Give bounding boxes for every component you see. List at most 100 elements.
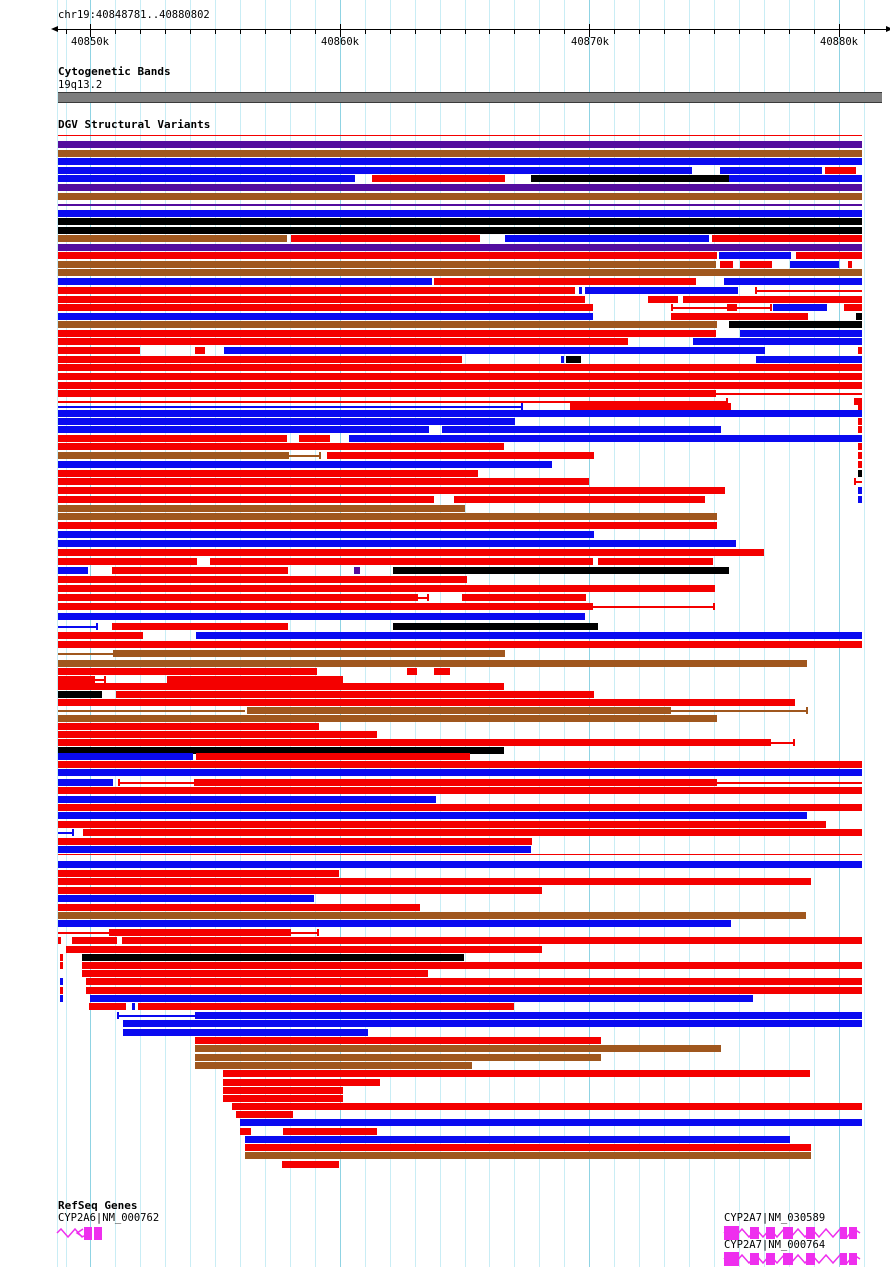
variant-range-cap[interactable] (317, 929, 320, 936)
variant-bar[interactable] (857, 496, 862, 503)
variant-bar[interactable] (58, 779, 113, 786)
variant-bar[interactable] (58, 141, 862, 148)
variant-bar[interactable] (86, 978, 862, 985)
gene-exon[interactable] (766, 1253, 775, 1265)
gene-exon[interactable] (783, 1253, 793, 1265)
variant-bar[interactable] (453, 496, 706, 503)
gene-exon[interactable] (849, 1253, 857, 1265)
variant-bar[interactable] (111, 567, 288, 574)
variant-bar[interactable] (505, 235, 710, 242)
variant-range-line[interactable] (592, 606, 715, 608)
variant-bar[interactable] (209, 558, 594, 565)
variant-bar[interactable] (222, 1095, 344, 1102)
variant-bar[interactable] (58, 861, 862, 868)
variant-bar[interactable] (245, 1144, 811, 1151)
variant-bar[interactable] (58, 426, 430, 433)
gene-exon[interactable] (724, 1252, 739, 1266)
variant-bar[interactable] (598, 558, 714, 565)
variant-bar[interactable] (58, 585, 715, 592)
variant-tick[interactable] (58, 937, 61, 944)
gene-exon[interactable] (724, 1226, 739, 1240)
gene-label[interactable]: CYP2A6|NM_000762 (58, 1212, 160, 1224)
variant-range-cap[interactable] (793, 739, 796, 746)
variant-bar[interactable] (726, 304, 738, 311)
variant-range-line[interactable] (58, 832, 75, 834)
variant-range-cap[interactable] (769, 304, 772, 311)
variant-bar[interactable] (58, 184, 862, 191)
variant-bar[interactable] (58, 443, 505, 450)
variant-bar[interactable] (58, 878, 811, 885)
variant-bar[interactable] (58, 347, 140, 354)
variant-bar[interactable] (58, 496, 435, 503)
variant-bar[interactable] (58, 364, 862, 371)
variant-bar[interactable] (58, 731, 378, 738)
variant-bar[interactable] (857, 487, 862, 494)
variant-range-line[interactable] (715, 393, 862, 395)
variant-bar[interactable] (58, 904, 420, 911)
variant-bar[interactable] (58, 887, 542, 894)
variant-bar[interactable] (196, 779, 718, 786)
variant-bar[interactable] (58, 150, 862, 157)
variant-bar[interactable] (58, 603, 593, 610)
variant-bar[interactable] (349, 435, 862, 442)
variant-bar[interactable] (853, 398, 862, 405)
variant-bar[interactable] (857, 347, 862, 354)
variant-bar[interactable] (530, 175, 729, 182)
variant-bar[interactable] (844, 304, 862, 311)
variant-bar[interactable] (58, 912, 806, 919)
variant-bar[interactable] (196, 753, 470, 760)
variant-bar[interactable] (789, 261, 840, 268)
variant-range-line[interactable] (771, 742, 796, 744)
variant-bar[interactable] (58, 252, 718, 259)
variant-bar[interactable] (194, 1062, 473, 1069)
variant-range-cap[interactable] (806, 707, 809, 714)
variant-bar[interactable] (327, 452, 595, 459)
variant-bar[interactable] (58, 410, 862, 417)
variant-bar[interactable] (58, 787, 862, 794)
variant-range-cap[interactable] (194, 779, 197, 786)
variant-bar[interactable] (109, 929, 292, 936)
variant-bar[interactable] (58, 769, 862, 776)
variant-bar[interactable] (194, 1054, 601, 1061)
variant-bar[interactable] (137, 1003, 514, 1010)
variant-range-line[interactable] (58, 653, 113, 655)
gene-exon[interactable] (840, 1253, 847, 1265)
gene-label[interactable]: CYP2A7|NM_000764 (724, 1239, 826, 1251)
variant-bar[interactable] (245, 1136, 790, 1143)
variant-bar[interactable] (58, 531, 595, 538)
variant-bar[interactable] (58, 418, 515, 425)
variant-range-cap[interactable] (520, 403, 523, 410)
variant-bar[interactable] (58, 304, 593, 311)
variant-bar[interactable] (122, 937, 862, 944)
variant-range-cap[interactable] (117, 1012, 120, 1019)
variant-bar[interactable] (58, 167, 693, 174)
variant-bar[interactable] (195, 347, 206, 354)
variant-range-line[interactable] (117, 1015, 195, 1017)
variant-range-cap[interactable] (104, 676, 107, 683)
variant-bar[interactable] (371, 175, 505, 182)
variant-bar[interactable] (353, 567, 361, 574)
variant-bar[interactable] (223, 347, 765, 354)
variant-bar[interactable] (58, 821, 826, 828)
variant-bar[interactable] (58, 613, 585, 620)
variant-range-line[interactable] (58, 710, 245, 712)
variant-bar[interactable] (194, 1012, 862, 1019)
variant-range-cap[interactable] (96, 623, 99, 630)
variant-bar[interactable] (58, 435, 288, 442)
variant-bar[interactable] (82, 954, 464, 961)
variant-bar[interactable] (115, 691, 595, 698)
variant-bar[interactable] (58, 390, 716, 397)
variant-bar[interactable] (648, 296, 678, 303)
variant-bar[interactable] (246, 707, 672, 714)
variant-range-line[interactable] (755, 290, 862, 292)
variant-bar[interactable] (723, 278, 862, 285)
variant-range-line[interactable] (291, 932, 320, 934)
variant-bar[interactable] (283, 1128, 378, 1135)
variant-range-line[interactable] (671, 307, 772, 309)
variant-bar[interactable] (58, 175, 356, 182)
variant-bar[interactable] (58, 522, 718, 529)
variant-bar[interactable] (58, 747, 505, 754)
variant-tick[interactable] (59, 995, 63, 1002)
variant-bar[interactable] (58, 683, 505, 690)
variant-bar[interactable] (71, 937, 118, 944)
